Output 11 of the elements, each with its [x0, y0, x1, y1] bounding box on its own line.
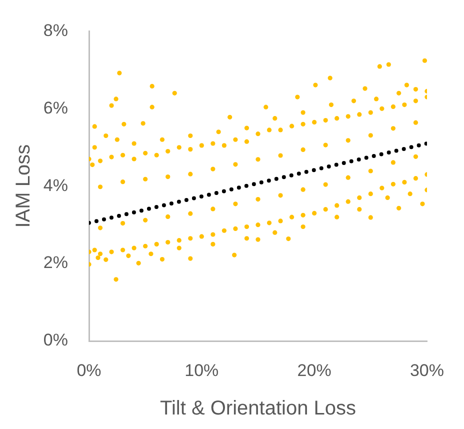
y-tick-label: 6% [43, 98, 68, 118]
x-axis-title: Tilt & Orientation Loss [160, 398, 356, 420]
y-axis-title: IAM Loss [12, 144, 35, 228]
y-tick-label: 8% [43, 20, 68, 40]
x-tick-label: 30% [410, 360, 444, 380]
x-tick-label: 20% [297, 360, 332, 380]
x-tick-label: 10% [184, 360, 219, 380]
y-tick-label: 0% [43, 330, 68, 350]
x-tick-label: 0% [76, 360, 102, 380]
y-tick-label: 2% [43, 253, 68, 272]
y-tick-label: 4% [43, 176, 68, 195]
